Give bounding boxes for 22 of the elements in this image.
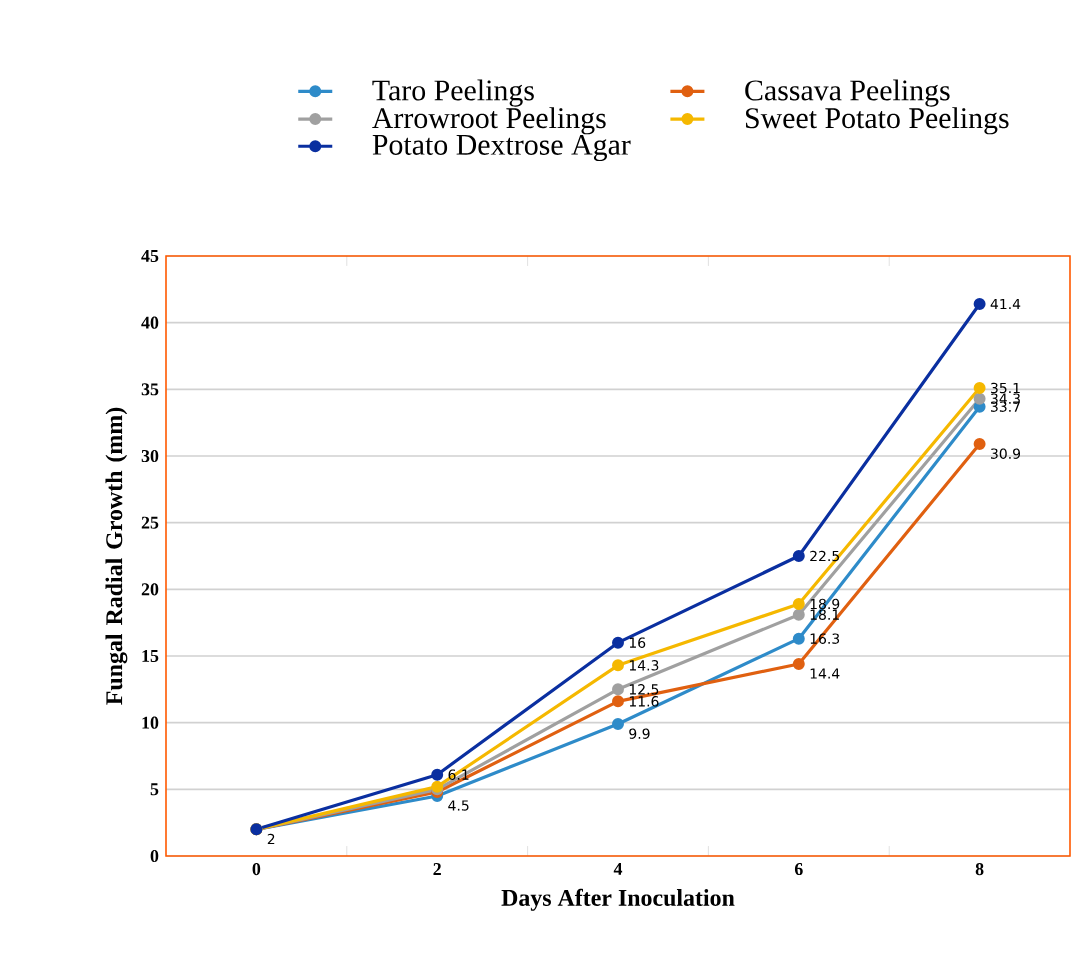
y-tick-label: 20: [141, 583, 159, 596]
x-tick-label: 2: [433, 863, 441, 875]
y-tick-label: 40: [141, 316, 159, 329]
y-tick-label: 10: [142, 716, 159, 729]
legend-label: Potato Dextrose Agar: [372, 134, 631, 162]
y-tick-label: 5: [150, 783, 159, 796]
legend-label: Taro Peelings: [372, 79, 534, 107]
x-tick-label: 0: [252, 863, 261, 876]
y-tick-label: 15: [142, 649, 159, 663]
y-tick-label: 0: [150, 849, 159, 863]
legend-label: Arrowroot Peelings: [372, 107, 606, 135]
y-tick-label: 30: [141, 449, 159, 463]
x-tick-label: 6: [794, 863, 803, 876]
legend-label: Cassava Peelings: [745, 79, 950, 107]
legend-label: Sweet Potato Peelings: [746, 107, 1009, 135]
x-axis-title: Days After Inoculation: [501, 888, 735, 911]
y-tick-label: 45: [141, 250, 159, 262]
y-tick-label: 35: [141, 383, 159, 396]
y-tick-label: 25: [141, 516, 159, 529]
x-tick-label: 4: [613, 863, 623, 875]
x-tick-label: 8: [975, 863, 984, 876]
y-axis-title: Fungal Radial Growth (mm): [105, 407, 128, 705]
